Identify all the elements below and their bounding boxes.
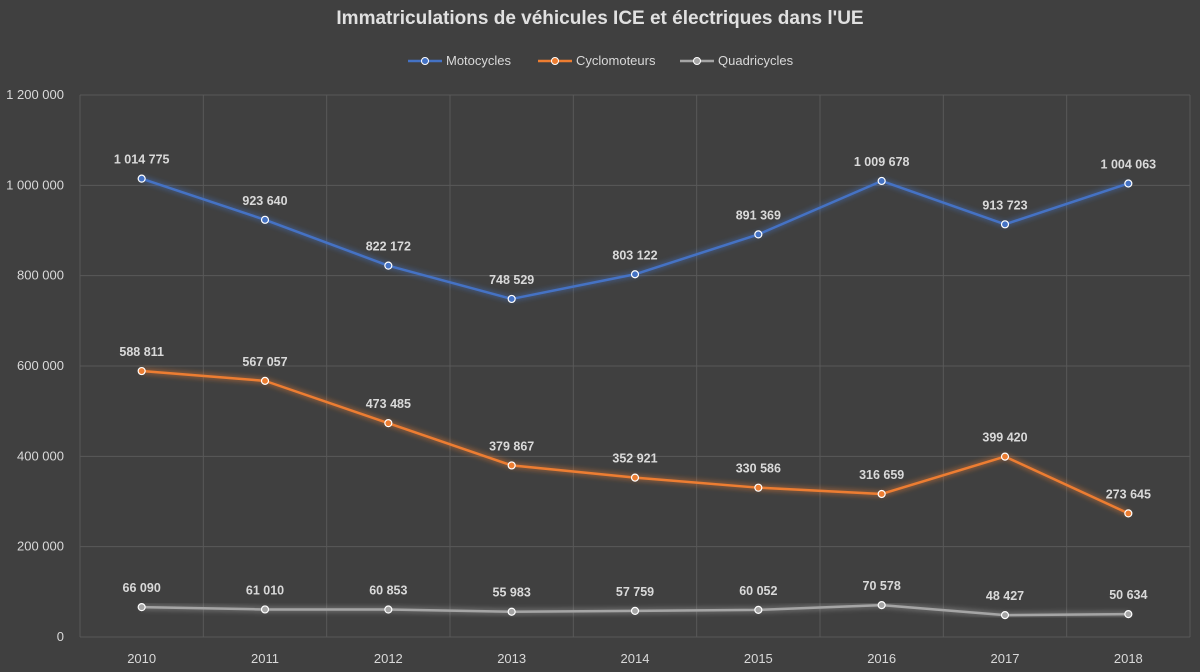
data-label: 473 485: [366, 397, 411, 411]
legend: Motocycles Cyclomoteurs Quadricycles: [408, 53, 794, 68]
data-label: 399 420: [982, 431, 1027, 445]
series-line: [141, 369, 1129, 515]
data-label: 316 659: [859, 468, 904, 482]
data-label: 352 921: [612, 452, 657, 466]
data-point: [630, 270, 640, 279]
data-point: [507, 461, 516, 470]
data-point: [507, 607, 516, 616]
data-label: 1 014 775: [114, 153, 170, 167]
data-point: [384, 605, 393, 614]
data-label: 61 010: [246, 583, 284, 597]
data-point: [630, 473, 640, 482]
data-label: 55 983: [493, 586, 531, 600]
data-point: [754, 483, 763, 492]
data-point: [137, 603, 146, 612]
y-tick-label: 400 000: [17, 448, 64, 463]
y-tick-label: 1 200 000: [6, 87, 64, 102]
series-quadricycles: 66 090 61 010 60 853 55 983 57 759 60 052 70 5…: [123, 579, 1147, 620]
x-tick-label: 2015: [744, 651, 773, 666]
series-line: [141, 177, 1129, 301]
gridlines: 0 200 000 400 000 600 000 800 000 1 000 000 1 …: [6, 87, 1191, 666]
y-tick-label: 800 000: [17, 268, 64, 283]
data-point: [1000, 611, 1010, 620]
legend-item: Motocycles: [408, 53, 512, 68]
series-cyclomoteurs: 588 811 567 057 473 485 379 867 352 921 330 5…: [119, 345, 1151, 518]
data-label: 57 759: [616, 585, 654, 599]
data-point: [877, 601, 886, 610]
data-point: [260, 605, 270, 614]
legend-item: Cyclomoteurs: [538, 53, 656, 68]
x-tick-label: 2018: [1114, 651, 1143, 666]
legend-label: Quadricycles: [718, 53, 794, 68]
legend-label: Cyclomoteurs: [576, 53, 656, 68]
data-label: 50 634: [1109, 588, 1147, 602]
x-tick-label: 2012: [374, 651, 403, 666]
data-label: 923 640: [242, 194, 287, 208]
series-motocycles: 1 014 775 923 640 822 172 748 529 803 122 891…: [114, 153, 1157, 304]
series-group: 1 014 775 923 640 822 172 748 529 803 122 891…: [114, 153, 1157, 620]
legend-item: Quadricycles: [680, 53, 794, 68]
x-tick-label: 2014: [621, 651, 650, 666]
data-point: [1124, 610, 1133, 619]
data-point: [630, 606, 640, 616]
data-point: [877, 176, 886, 186]
data-label: 822 172: [366, 240, 411, 254]
legend-marker: [421, 57, 429, 65]
data-point: [137, 366, 146, 376]
data-point: [877, 489, 886, 499]
data-label: 803 122: [612, 248, 657, 262]
data-point: [260, 215, 270, 224]
data-point: [1124, 179, 1133, 188]
data-label: 748 529: [489, 273, 534, 287]
y-tick-label: 0: [57, 629, 64, 644]
x-tick-label: 2013: [497, 651, 526, 666]
data-point: [754, 230, 763, 239]
legend-marker: [551, 57, 559, 65]
data-point: [1000, 220, 1010, 229]
data-point: [1000, 452, 1010, 461]
y-tick-label: 200 000: [17, 539, 64, 554]
data-label: 70 578: [863, 579, 901, 593]
data-label: 330 586: [736, 462, 781, 476]
data-point: [384, 261, 393, 270]
data-point: [384, 419, 393, 428]
data-label: 66 090: [123, 581, 161, 595]
y-tick-label: 600 000: [17, 358, 64, 373]
data-point: [137, 174, 146, 183]
data-point: [260, 376, 270, 385]
y-tick-label: 1 000 000: [6, 177, 64, 192]
data-label: 379 867: [489, 439, 534, 453]
x-tick-label: 2011: [251, 651, 279, 666]
legend-marker: [693, 57, 701, 65]
data-label: 891 369: [736, 208, 781, 222]
data-point: [1124, 509, 1133, 518]
data-label: 273 645: [1106, 487, 1151, 501]
data-label: 588 811: [119, 345, 164, 359]
data-label: 1 009 678: [854, 155, 910, 169]
data-label: 913 723: [982, 198, 1027, 212]
data-point: [754, 605, 763, 614]
data-label: 48 427: [986, 589, 1024, 603]
data-label: 60 052: [739, 584, 777, 598]
x-tick-label: 2016: [867, 651, 896, 666]
x-tick-label: 2017: [991, 651, 1020, 666]
data-label: 60 853: [369, 584, 407, 598]
chart-title: Immatriculations de véhicules ICE et éle…: [336, 8, 864, 29]
data-label: 567 057: [242, 355, 287, 369]
data-label: 1 004 063: [1101, 157, 1157, 171]
x-tick-label: 2010: [127, 651, 156, 666]
legend-label: Motocycles: [446, 53, 512, 68]
data-point: [507, 294, 516, 304]
